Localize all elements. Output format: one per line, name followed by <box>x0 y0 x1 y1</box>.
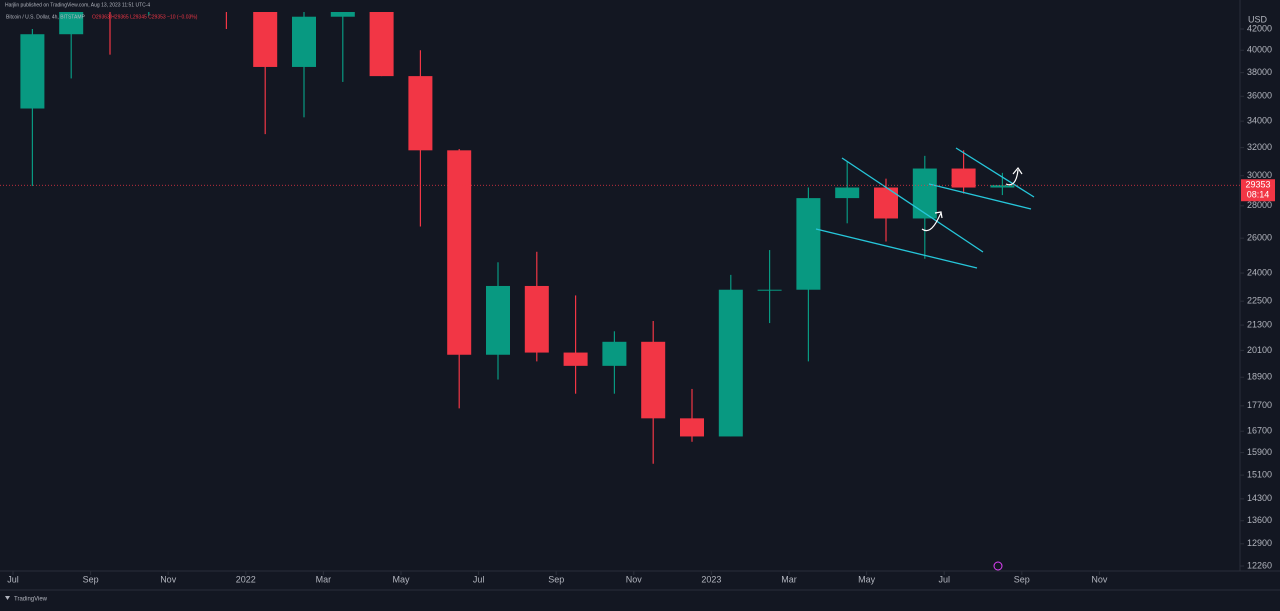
y-tick-label: 12260 <box>1247 560 1272 570</box>
x-tick-label: Nov <box>1091 574 1108 584</box>
candle-body <box>718 289 743 437</box>
x-tick-label: Mar <box>781 574 797 584</box>
candle-body <box>835 187 860 199</box>
y-tick-label: 32000 <box>1247 142 1272 152</box>
x-tick-label: Sep <box>548 574 564 584</box>
ohlc-legend: O29363 H29365 L29345 C29353 −10 (−0.03%) <box>92 14 198 20</box>
y-tick-label: 13600 <box>1247 515 1272 525</box>
candle-body <box>641 341 666 419</box>
candle-body <box>524 285 549 353</box>
candle-body <box>408 76 433 151</box>
symbol-title: Bitcoin / U.S. Dollar, 4h, BITSTAMP <box>6 14 85 20</box>
y-tick-label: 15900 <box>1247 447 1272 457</box>
published-line: Harjlin published on TradingView.com, Au… <box>5 2 150 8</box>
currency: USD <box>1248 14 1268 24</box>
y-tick-label: 42000 <box>1247 23 1272 33</box>
y-tick-label: 28000 <box>1247 200 1272 210</box>
x-tick-label: May <box>392 574 410 584</box>
x-tick-label: 2022 <box>236 574 256 584</box>
trendline <box>841 157 984 253</box>
y-tick-label: 14300 <box>1247 493 1272 503</box>
x-tick-label: Jul <box>7 574 19 584</box>
y-tick-label: 17700 <box>1247 400 1272 410</box>
candle-body <box>59 12 84 35</box>
x-tick-label: Nov <box>160 574 177 584</box>
arrow <box>1005 166 1023 186</box>
candle-body <box>990 185 1015 188</box>
candle-body <box>680 418 704 437</box>
y-tick-label: 34000 <box>1247 116 1272 126</box>
y-tick-label: 30000 <box>1247 170 1272 180</box>
trendlines <box>815 147 1035 269</box>
plot-area <box>20 12 1015 464</box>
y-tick-label: 20100 <box>1247 345 1272 355</box>
y-tick-label: 40000 <box>1247 45 1272 55</box>
candle-body <box>486 285 510 355</box>
candle-body <box>602 341 627 366</box>
watermark: TradingView <box>14 597 48 603</box>
candle-body <box>563 352 588 366</box>
x-tick-label: Sep <box>1014 574 1030 584</box>
logo <box>5 596 10 600</box>
arrow <box>921 211 943 232</box>
y-tick-label: 26000 <box>1247 233 1272 243</box>
event-icon <box>993 561 1003 571</box>
candle-body <box>757 289 782 291</box>
candle-body <box>369 12 394 77</box>
candle-body <box>447 150 472 355</box>
y-tick-label: 21300 <box>1247 319 1272 329</box>
x-tick-label: Jul <box>473 574 485 584</box>
x-tick-label: 2023 <box>701 574 721 584</box>
y-tick-label: 36000 <box>1247 91 1272 101</box>
y-tick-label: 16700 <box>1247 426 1272 436</box>
last-price-label: 29353 <box>1245 180 1270 190</box>
y-tick-label: 38000 <box>1247 67 1272 77</box>
candle-body <box>951 168 976 188</box>
x-tick-label: Sep <box>83 574 99 584</box>
candle-body <box>912 168 937 219</box>
countdown: 08:14 <box>1247 190 1270 200</box>
candle-body <box>253 12 278 67</box>
candle-body <box>20 34 45 109</box>
x-tick-label: May <box>858 574 876 584</box>
x-tick-label: Jul <box>938 574 950 584</box>
trendline <box>815 228 978 269</box>
last-price-tag <box>1241 179 1275 202</box>
y-tick-label: 22500 <box>1247 296 1272 306</box>
y-tick-label: 18900 <box>1247 372 1272 382</box>
trendline <box>955 147 1035 198</box>
candle-body <box>796 198 821 290</box>
x-tick-label: Nov <box>626 574 643 584</box>
y-tick-label: 12900 <box>1247 538 1272 548</box>
candle-body <box>292 16 316 67</box>
candle-body <box>330 12 355 17</box>
y-tick-label: 24000 <box>1247 267 1272 277</box>
x-tick-label: Mar <box>316 574 332 584</box>
trendline <box>928 183 1032 210</box>
arrows <box>921 166 1023 232</box>
y-tick-label: 15100 <box>1247 470 1272 480</box>
